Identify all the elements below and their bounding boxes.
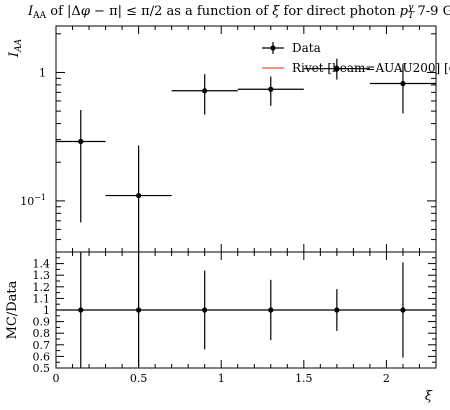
data-point bbox=[237, 76, 304, 106]
title-part: I bbox=[27, 4, 34, 19]
y-tick-exp: −1 bbox=[34, 193, 46, 202]
data-point bbox=[171, 74, 238, 115]
ratio-point bbox=[78, 252, 84, 368]
ratio-point bbox=[136, 252, 142, 368]
data-marker bbox=[334, 66, 340, 72]
y-axis-label-ratio: MC/Data bbox=[5, 280, 20, 339]
y-tick-base: 1 bbox=[39, 66, 46, 79]
title-part: φ bbox=[81, 4, 91, 19]
title-part: p bbox=[400, 4, 409, 19]
title-part: for direct photon bbox=[279, 4, 399, 19]
legend-item: Data bbox=[262, 41, 321, 55]
ratio-y-tick-label: 0.7 bbox=[33, 339, 51, 352]
y-axis-label-base: I bbox=[7, 51, 22, 58]
ratio-point bbox=[334, 289, 340, 331]
ratio-marker bbox=[136, 307, 142, 313]
y-tick-label: 10−1 bbox=[20, 193, 46, 208]
title-part: 7-9 G bbox=[413, 4, 450, 19]
data-point bbox=[56, 110, 106, 223]
y-tick-base: 10 bbox=[20, 195, 34, 208]
title-part: of |Δ bbox=[46, 4, 81, 19]
main-plot-frame bbox=[55, 25, 437, 253]
legend-label: Rivet [beam=AUAU200] [c bbox=[292, 61, 450, 75]
y-axis-label-sub: AA bbox=[14, 38, 24, 52]
x-tick-label: 1.5 bbox=[295, 372, 313, 385]
ratio-marker bbox=[78, 307, 84, 313]
ratio-y-tick-label: 1.4 bbox=[33, 258, 51, 271]
data-marker bbox=[78, 138, 84, 145]
data-point bbox=[369, 64, 436, 114]
chart-title: IAA of |Δφ − π| ≤ π/2 as a function of ξ… bbox=[27, 3, 450, 21]
title-part: ξ bbox=[272, 4, 280, 19]
x-tick-label: 2 bbox=[383, 372, 390, 385]
legend-label: Data bbox=[292, 41, 321, 55]
data-marker bbox=[202, 88, 208, 94]
ratio-y-tick-label: 0.9 bbox=[33, 316, 51, 329]
data-point bbox=[105, 145, 172, 252]
legend-item: Rivet [beam=AUAU200] [c bbox=[262, 61, 450, 75]
ratio-y-tick-label: 1.1 bbox=[33, 292, 51, 305]
ratio-marker bbox=[268, 307, 274, 313]
title-part: T bbox=[408, 11, 415, 21]
x-tick-label: 0.5 bbox=[130, 372, 148, 385]
y-tick-label: 1 bbox=[39, 66, 46, 79]
data-marker bbox=[136, 192, 142, 199]
title-part: AA bbox=[32, 11, 46, 21]
x-tick-label: 0 bbox=[53, 372, 60, 385]
ratio-point bbox=[202, 270, 208, 350]
ratio-y-tick-label: 0.8 bbox=[33, 327, 51, 340]
y-axis-label-main: IAA bbox=[7, 38, 24, 58]
legend-marker bbox=[270, 45, 276, 51]
x-axis-label: ξ bbox=[425, 389, 433, 404]
data-point bbox=[303, 58, 370, 80]
ratio-marker bbox=[400, 307, 406, 313]
title-part: − π| ≤ π/2 as a function of bbox=[90, 4, 272, 19]
main-data-series bbox=[56, 58, 436, 252]
ratio-y-tick-label: 0.5 bbox=[33, 362, 51, 375]
title-part: γ bbox=[408, 3, 414, 13]
ratio-y-tick-label: 0.6 bbox=[33, 350, 51, 363]
data-marker bbox=[268, 86, 274, 92]
ratio-y-tick-label: 1.2 bbox=[33, 281, 51, 294]
x-tick-label: 1 bbox=[218, 372, 225, 385]
ratio-data-series bbox=[78, 252, 406, 368]
data-marker bbox=[400, 80, 406, 87]
legend: Data Rivet [beam=AUAU200] [c bbox=[262, 41, 450, 75]
ratio-y-tick-label: 1.3 bbox=[33, 269, 51, 282]
ratio-y-tick-label: 1 bbox=[43, 304, 50, 317]
ratio-marker bbox=[202, 307, 208, 313]
ratio-marker bbox=[334, 307, 340, 313]
ratio-point bbox=[400, 262, 406, 358]
ratio-point bbox=[268, 279, 274, 341]
